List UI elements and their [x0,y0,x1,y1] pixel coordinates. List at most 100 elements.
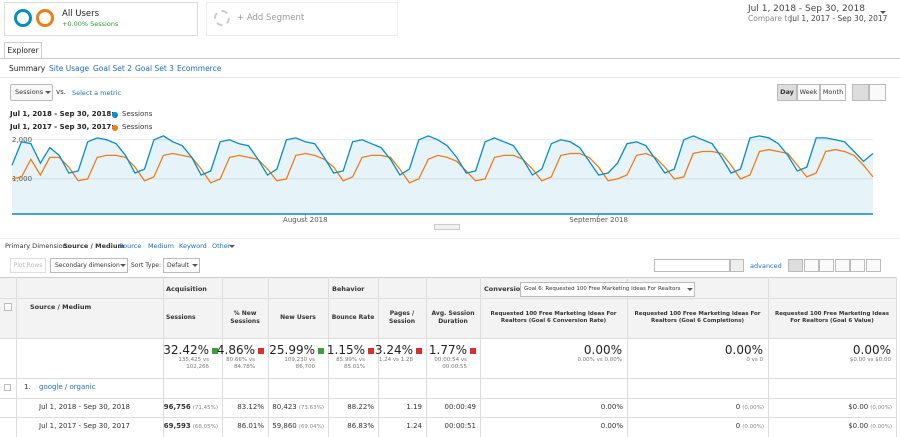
dimension-option[interactable]: Source [119,242,142,250]
cell: 69,593 (68.05%) [164,422,218,430]
advanced-link[interactable]: advanced [750,262,782,270]
date-range[interactable]: Jul 1, 2018 - Sep 30, 2018 [748,4,865,14]
total-value: 3.24% [374,343,413,357]
divider [0,378,896,379]
y-tick-label: 1,000 [12,175,32,183]
subtab[interactable]: Ecommerce [177,64,222,73]
column-header[interactable]: Requested 100 Free Marketing Ideas For R… [774,310,890,324]
total-compare: 0 vs 0 [746,357,763,363]
tab[interactable]: Explorer [4,42,42,59]
subtab[interactable]: Goal Set 3 [135,64,174,73]
total-value: 25.99% [269,343,315,357]
cell: 0 (0.00%) [736,422,764,430]
divider [896,277,897,437]
view-button[interactable] [803,259,819,272]
subtab[interactable]: Site Usage [49,64,90,73]
area [12,135,873,214]
compare-range[interactable]: Jul 1, 2017 - Sep 30, 2017 [790,14,888,23]
total-compare: 109,230 vs [284,357,315,363]
view-button[interactable] [819,259,834,272]
view-button[interactable] [850,259,865,272]
granularity-button[interactable]: Week [797,84,820,101]
checkbox[interactable] [4,384,11,391]
legend-period: Jul 1, 2017 - Sep 30, 2017: [10,123,115,131]
cell-value: 86.83% [347,422,374,430]
divider [0,58,900,59]
divider [0,238,900,239]
goal-select[interactable]: Goal 6: Requested 100 Free Marketing Ide… [520,282,695,297]
view-button[interactable] [834,259,850,272]
column-header[interactable]: Requested 100 Free Marketing Ideas For R… [634,310,761,324]
divider [222,277,223,437]
column-header[interactable]: % New Sessions [230,310,260,325]
trend-icon [212,348,218,354]
cell-share: (69.04%) [298,424,324,430]
divider [0,338,896,339]
divider [163,298,896,299]
dimension-option[interactable]: Medium [148,242,174,250]
cell-value: 59,860 [272,422,297,430]
view-button[interactable] [865,259,881,272]
line [11,135,874,176]
search-box[interactable] [654,259,730,272]
cell-share: (73.63%) [298,405,324,411]
total-compare: 86,700 [295,364,315,370]
sort-select[interactable]: Default [163,258,200,273]
chart-type-button[interactable] [869,84,886,101]
divider [0,398,896,399]
dimension-option[interactable]: Keyword [179,242,207,250]
y-tick-label: 2,000 [12,136,32,144]
subtab[interactable]: Goal Set 2 [93,64,132,73]
select-metric[interactable]: Select a metric [72,89,122,97]
cell: 80,423 (73.63%) [272,403,324,411]
total-compare: 85.99% vs [336,357,365,363]
divider [268,277,269,437]
row-label[interactable]: google / organic [39,383,96,391]
checkbox[interactable] [4,303,12,311]
column-header[interactable]: New Users [280,314,316,322]
granularity-button[interactable]: Month [820,84,846,101]
metric-select[interactable]: Sessions [10,84,53,101]
cell-value: 1.19 [406,403,422,411]
total-compare: 84.78% [234,364,255,370]
cell: 96,756 (71.45%) [164,403,218,411]
cell-value: 69,593 [163,422,191,430]
total-compare: 85.01% [344,364,365,370]
search-button[interactable] [730,259,744,272]
total-compare: 135,425 vs [178,357,209,363]
plot-rows-button[interactable]: Plot Rows [10,258,46,273]
segment-icon [14,9,32,27]
column-header[interactable]: Sessions [166,314,196,322]
add-segment[interactable]: + Add Segment [237,13,305,23]
cell-value: 80,423 [272,403,297,411]
column-header[interactable]: Avg. Session Duration [431,310,475,325]
table-header-bg [0,277,896,338]
cell: 88.22% [347,403,374,411]
caret [229,245,235,248]
caret [687,288,693,291]
cell-share: (0.00%) [870,405,892,411]
dimension-option[interactable]: Other [212,242,231,250]
cell-share: (0.00%) [742,405,764,411]
chart-type-button[interactable] [852,84,869,101]
granularity-button[interactable]: Day [777,84,797,101]
cell-value: 0.00% [600,403,623,411]
cell-share: (0.00%) [742,424,764,430]
divider [627,277,628,437]
total-compare: 102,266 [186,364,209,370]
trend-icon [368,348,374,354]
scroll-handle[interactable] [434,224,460,230]
divider [0,417,896,418]
segment-name[interactable]: All Users [62,9,100,19]
group-header: Conversions [484,285,529,293]
secondary-dimension[interactable]: Secondary dimension [50,258,128,273]
total-value: 0.00% [583,343,622,357]
column-header[interactable]: Pages / Session [389,310,415,325]
subtab[interactable]: Summary [9,64,46,73]
column-header[interactable]: Bounce Rate [331,314,375,322]
column-header[interactable]: Requested 100 Free Marketing Ideas For R… [490,310,617,324]
view-button[interactable] [788,259,803,272]
divider [16,277,17,437]
legend-dot [112,112,118,118]
